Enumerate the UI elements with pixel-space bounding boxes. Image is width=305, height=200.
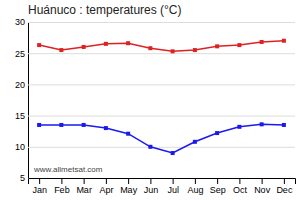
marker (171, 49, 175, 53)
y-tick-label: 10 (15, 142, 25, 152)
grid-line (28, 84, 295, 85)
marker (193, 48, 197, 52)
grid-line (28, 22, 295, 23)
y-tick-label: 30 (15, 17, 25, 27)
x-tick: Jul (167, 178, 179, 195)
marker (82, 45, 86, 49)
x-tick: Nov (254, 178, 271, 195)
y-tick: 30 (15, 17, 295, 27)
x-tick-label: Nov (254, 185, 271, 195)
marker (82, 123, 86, 127)
marker (37, 43, 41, 47)
marker (237, 43, 241, 47)
x-tick-mark (284, 178, 285, 184)
y-axis-line (29, 23, 296, 179)
x-tick: Jan (32, 178, 47, 195)
marker (282, 39, 286, 43)
x-tick-label: Oct (233, 185, 248, 195)
y-tick: 10 (15, 142, 295, 152)
y-tick: 5 (20, 173, 295, 183)
x-tick-mark (84, 178, 85, 184)
y-tick-label: 5 (20, 173, 25, 183)
x-tick-mark (106, 178, 107, 184)
x-tick-mark (173, 178, 174, 184)
marker (260, 40, 264, 44)
x-axis: Jan Feb Mar Apr May Jun Jul Aug Sep Oct Nov Dec (29, 178, 296, 195)
x-tick-mark (39, 178, 40, 184)
y-tick: 15 (15, 111, 295, 121)
x-tick: Aug (187, 178, 203, 195)
marker (59, 123, 63, 127)
marker (126, 132, 130, 136)
line (39, 41, 284, 52)
plot: 5 10 15 20 25 30 Jan Feb Mar Apr May Jun Jul Aug Sep Oc… (15, 17, 296, 195)
grid-line (28, 53, 295, 54)
marker (171, 151, 175, 155)
x-tick-mark (128, 178, 129, 184)
x-tick-mark (150, 178, 151, 184)
marker (215, 131, 219, 135)
line (39, 124, 284, 153)
x-tick-label: Apr (99, 185, 113, 195)
x-tick: Feb (54, 178, 70, 195)
x-tick: Oct (233, 178, 248, 195)
title: Huánuco : temperatures (°C) (28, 3, 182, 17)
y-tick-label: 20 (15, 80, 25, 90)
x-tick: May (120, 178, 138, 195)
marker (59, 48, 63, 52)
y-tick: 20 (15, 80, 295, 90)
marker (193, 140, 197, 144)
grid-line (28, 147, 295, 148)
marker (126, 41, 130, 45)
y-axis: 5 10 15 20 25 30 (15, 17, 295, 183)
x-tick-label: May (120, 185, 138, 195)
x-tick-label: Mar (76, 185, 92, 195)
x-tick-label: Jul (167, 185, 179, 195)
marker (260, 122, 264, 126)
x-tick-label: Jun (144, 185, 159, 195)
marker (148, 46, 152, 50)
x-tick: Jun (144, 178, 159, 195)
grid-line (28, 116, 295, 117)
x-tick-label: Dec (276, 185, 293, 195)
annotation: www.allmetsat.com (33, 165, 103, 174)
marker (215, 44, 219, 48)
x-tick: Mar (76, 178, 92, 195)
x-axis-line (29, 179, 296, 185)
marker (104, 42, 108, 46)
y-tick-label: 15 (15, 111, 25, 121)
x-tick: Sep (210, 178, 226, 195)
x-tick: Dec (276, 178, 293, 195)
marker (282, 123, 286, 127)
marker (148, 145, 152, 149)
marks (37, 39, 286, 155)
y-tick-label: 25 (15, 49, 25, 59)
x-tick-label: Sep (210, 185, 226, 195)
x-tick-label: Jan (32, 185, 47, 195)
marker (37, 123, 41, 127)
chart: Huánuco : temperatures (°C) 5 10 15 20 25 30 Ja… (0, 0, 305, 200)
x-tick-mark (195, 178, 196, 184)
y-tick: 25 (15, 49, 295, 59)
x-tick-label: Aug (187, 185, 203, 195)
marker (237, 125, 241, 129)
x-tick-label: Feb (54, 185, 70, 195)
x-tick-mark (262, 178, 263, 184)
x-tick-mark (61, 178, 62, 184)
x-tick: Apr (99, 178, 113, 195)
x-tick-mark (217, 178, 218, 184)
x-tick-mark (239, 178, 240, 184)
marker (104, 126, 108, 130)
